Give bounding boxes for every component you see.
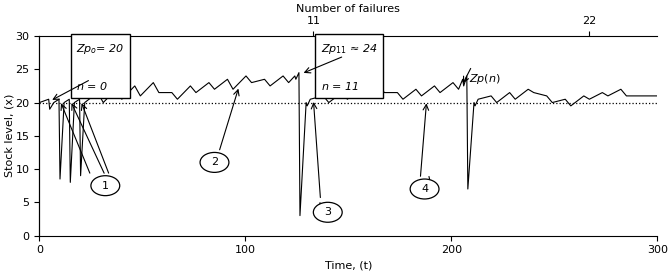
Ellipse shape [91,176,120,196]
X-axis label: Number of failures: Number of failures [296,4,401,14]
Text: 3: 3 [325,207,331,217]
Text: $Zp_{11}$ ≈ 24

$n$ = 11: $Zp_{11}$ ≈ 24 $n$ = 11 [321,42,378,92]
Y-axis label: Stock level, (x): Stock level, (x) [4,94,14,177]
Text: $Zp_{o}$= 20

$n$ = 0: $Zp_{o}$= 20 $n$ = 0 [77,42,125,92]
Text: 1: 1 [102,181,109,191]
Text: $Zp(n)$: $Zp(n)$ [469,72,501,86]
X-axis label: Time, (t): Time, (t) [325,261,372,271]
Text: 4: 4 [421,184,428,194]
Ellipse shape [313,202,342,222]
Ellipse shape [410,179,439,199]
Ellipse shape [200,152,229,172]
Text: 2: 2 [211,157,218,167]
